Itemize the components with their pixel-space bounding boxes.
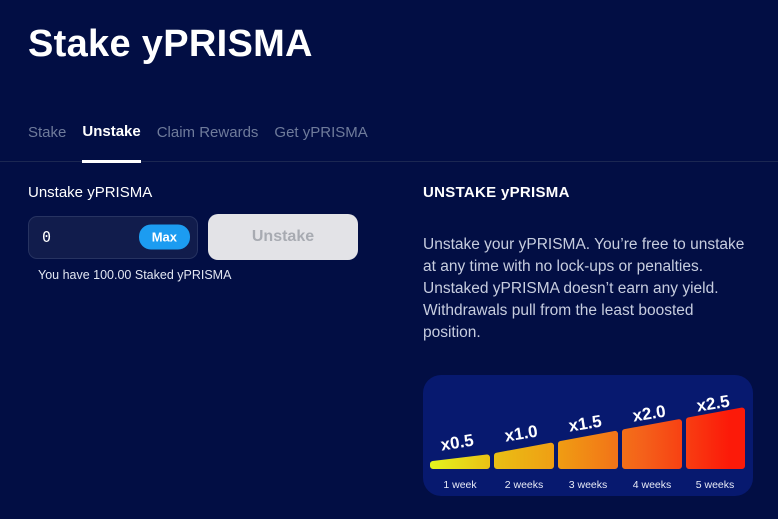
tab-bar: Stake Unstake Claim Rewards Get yPRISMA [0,123,778,163]
unstake-form: Unstake yPRISMA Max Unstake You have 100… [28,184,398,496]
boost-week-label-2: 2 weeks [505,479,544,491]
boost-multiplier-label-4: x2.0 [631,402,667,426]
boost-multiplier-label-1: x0.5 [439,431,475,455]
amount-input-row: Max Unstake [28,214,398,260]
boost-week-label-3: 3 weeks [569,479,608,491]
boost-ramp-chart: x0.5 x1.0 x1.5 x2.0 x2.5 1 week 2 weeks … [430,392,745,491]
boost-week-label-1: 1 week [443,479,477,491]
boost-chart-panel: x0.5 x1.0 x1.5 x2.0 x2.5 1 week 2 weeks … [423,375,753,496]
page-title: Stake yPRISMA [28,23,313,65]
info-body: Unstake your yPRISMA. You’re free to uns… [423,236,745,341]
unstake-button[interactable]: Unstake [208,214,358,260]
page-header: Stake yPRISMA [0,18,778,70]
boost-week-label-4: 4 weeks [633,479,672,491]
boost-bar-2 [494,442,554,469]
boost-multiplier-label-5: x2.5 [695,392,731,416]
tab-stake[interactable]: Stake [28,123,66,161]
boost-bar-1 [430,454,490,469]
tab-get-yprisma[interactable]: Get yPRISMA [274,123,367,161]
boost-multiplier-label-3: x1.5 [567,412,603,436]
balance-note: You have 100.00 Staked yPRISMA [38,268,232,282]
max-button[interactable]: Max [138,224,190,250]
content: Unstake yPRISMA Max Unstake You have 100… [0,184,778,496]
stake-page: Stake yPRISMA Stake Unstake Claim Reward… [0,18,778,496]
boost-bar-3 [558,430,618,469]
boost-week-label-5: 5 weeks [696,479,735,491]
tab-claim-rewards[interactable]: Claim Rewards [157,123,259,161]
boost-bar-5 [686,407,745,469]
amount-label: Unstake yPRISMA [28,184,153,201]
tab-unstake[interactable]: Unstake [82,123,141,163]
boost-bar-4 [622,419,682,469]
amount-input-group: Max [28,215,198,259]
info-heading: UNSTAKE yPRISMA [423,184,570,201]
boost-multiplier-label-2: x1.0 [503,422,539,446]
info-panel: UNSTAKE yPRISMA Unstake your yPRISMA. Yo… [423,184,753,496]
